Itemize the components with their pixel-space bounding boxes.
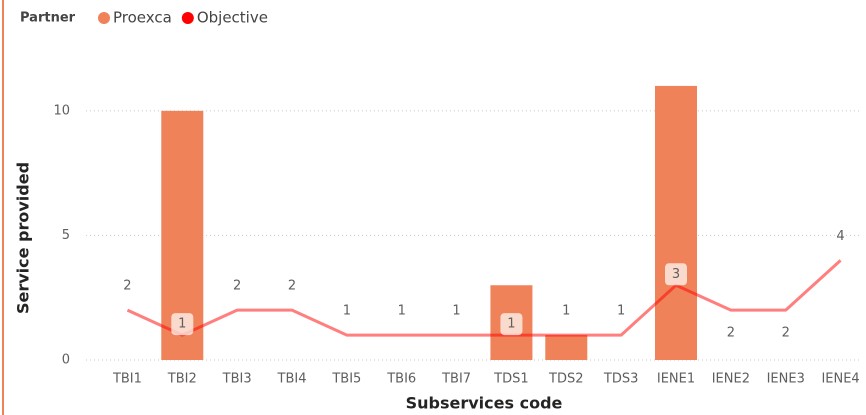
data-label: 1 <box>507 317 515 332</box>
data-label: 1 <box>178 317 186 332</box>
data-label: 1 <box>452 304 460 319</box>
x-tick-label: TBI4 <box>277 372 307 387</box>
legend-label: Objective <box>197 9 268 27</box>
y-axis-title: Service provided <box>14 162 33 314</box>
data-label: 2 <box>782 326 790 341</box>
legend-title: Partner <box>20 11 76 26</box>
data-label-box <box>500 313 523 336</box>
data-label: 4 <box>836 229 844 244</box>
data-label: 2 <box>727 326 735 341</box>
bar <box>545 335 588 360</box>
x-tick-label: IENE3 <box>767 372 805 387</box>
x-tick-label: TDS1 <box>493 372 528 387</box>
x-tick-label: TDS2 <box>548 372 583 387</box>
x-tick-label: TDS3 <box>603 372 638 387</box>
data-label: 2 <box>123 279 131 294</box>
legend-swatch <box>98 12 110 24</box>
y-tick-label: 5 <box>62 228 70 243</box>
x-tick-label: TBI7 <box>441 372 471 387</box>
y-tick-label: 10 <box>53 103 70 118</box>
line <box>126 259 842 337</box>
x-tick-label: TBI2 <box>167 372 197 387</box>
x-tick-label: TBI3 <box>222 372 252 387</box>
data-label: 1 <box>398 304 406 319</box>
x-axis-title: Subservices code <box>406 394 563 413</box>
bar <box>655 85 697 361</box>
data-label: 1 <box>343 304 351 319</box>
data-label-box <box>171 313 194 336</box>
x-tick-label: IENE1 <box>657 372 695 387</box>
x-tick-label: TBI5 <box>331 372 361 387</box>
legend-label: Proexca <box>113 9 172 27</box>
x-tick-label: IENE2 <box>712 372 750 387</box>
data-label: 2 <box>233 279 241 294</box>
x-tick-label: TBI6 <box>386 372 416 387</box>
legend-swatch <box>181 12 194 24</box>
x-tick-label: IENE4 <box>821 372 859 387</box>
data-label: 2 <box>288 279 296 294</box>
data-label: 1 <box>562 304 570 319</box>
data-label: 1 <box>617 304 625 319</box>
x-tick-label: TBI1 <box>112 372 142 387</box>
y-tick-label: 0 <box>62 353 70 368</box>
data-label-box <box>665 263 687 286</box>
data-label: 3 <box>672 267 680 282</box>
